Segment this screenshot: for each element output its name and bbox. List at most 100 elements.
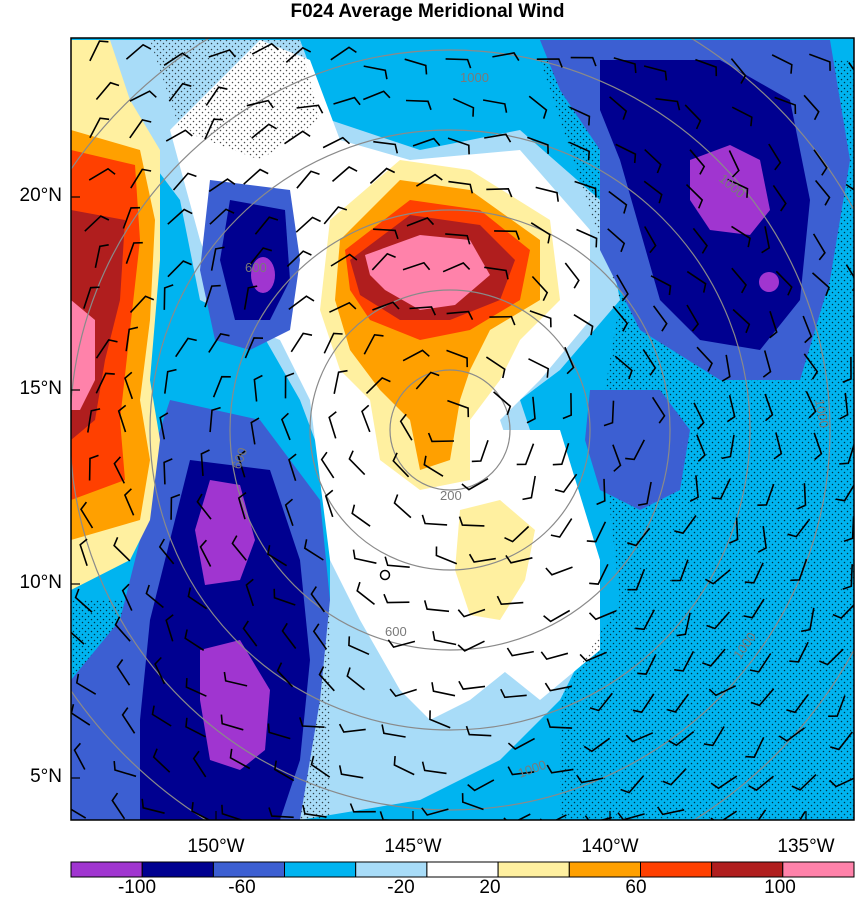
wind-barb [507,766,535,776]
wind-barb [158,538,175,565]
wind-barb [349,803,376,813]
wind-barb [727,178,749,198]
wind-barb [74,588,93,613]
wind-barb [209,208,235,225]
wind-barb [363,333,384,355]
wind-barb [796,483,807,510]
wind-barb [789,641,809,663]
wind-barb [588,610,617,621]
wind-barb [458,680,486,690]
wind-barb [89,40,109,62]
lon-label: 140°W [581,836,639,857]
wind-barb [163,284,174,310]
wind-barb [423,455,444,477]
wind-barb [705,569,731,585]
wind-barb [330,253,358,267]
wind-barb [814,179,831,206]
wind-barb [484,133,512,143]
wind-barb [151,705,172,727]
wind-barb [288,453,297,482]
wind-barb [113,456,126,484]
lon-label: 135°W [777,836,835,857]
wind-barb [674,515,697,535]
ring-label: 600 [229,446,251,472]
wind-barb [625,732,654,743]
wind-barb [268,807,294,819]
wind-barb [246,99,274,109]
wind-barb [644,226,657,254]
wind-barb [208,333,230,353]
wind-barb [689,475,699,503]
wind-barb [544,682,572,692]
wind-barb [731,225,751,248]
wind-barb [496,595,524,606]
wind-barb [757,525,767,553]
wind-barb [141,798,165,814]
wind-barb [383,593,410,604]
wind-barb [95,339,118,359]
wind-barb [352,549,377,564]
wind-barb [208,49,237,58]
wind-barb [406,217,435,227]
wind-barb [296,170,320,189]
wind-barb [674,651,695,672]
wind-barb [432,631,457,646]
wind-barb [295,216,321,233]
wind-barb [485,356,506,379]
wind-barb [79,538,88,566]
wind-barb [273,588,296,606]
wind-barb [586,521,607,543]
wind-barb [484,266,509,280]
wind-barb [318,666,335,692]
colorbar-label: -60 [228,877,256,898]
wind-barb [684,104,702,130]
wind-barb [811,272,830,297]
wind-barb [757,809,767,820]
wind-barb [369,167,396,184]
wind-barb [130,168,152,189]
wind-barb [192,750,207,778]
wind-barb [223,671,248,687]
wind-barb [164,368,177,394]
wind-barb [710,775,738,790]
wind-barb [111,792,126,820]
wind-barb [607,228,626,253]
lat-label: 5°N [30,766,62,787]
wind-barb [88,167,116,181]
wind-barb [573,314,594,336]
wind-barb [338,765,364,779]
wind-barb [154,656,166,685]
wind-barb [820,822,847,830]
colorbar [70,861,855,878]
wind-barb [772,184,787,212]
wind-barb [615,143,637,164]
plot-frame [70,37,855,821]
wind-barb [363,65,388,80]
wind-barb [771,54,793,74]
wind-barb [152,748,171,773]
wind-barb [711,478,731,500]
wind-barb [802,315,813,344]
wind-barb [828,695,846,717]
wind-barb [685,184,704,209]
wind-barb [412,137,441,147]
wind-barb [95,81,120,101]
field-west-purple-1 [195,480,255,585]
wind-barb [790,558,808,582]
wind-barb [492,52,520,62]
wind-barb [562,393,573,420]
wind-barb [468,553,496,563]
wind-barb [743,598,765,619]
wind-barb [165,614,174,642]
wind-barb [302,804,327,818]
wind-barb [842,356,852,383]
colorbar-swatch [782,861,855,878]
wind-barb [652,305,668,332]
wind-barb [429,710,451,729]
wind-barb [220,714,244,731]
wind-barb [116,659,131,686]
wind-barb [365,376,391,394]
wind-barb [284,130,311,145]
